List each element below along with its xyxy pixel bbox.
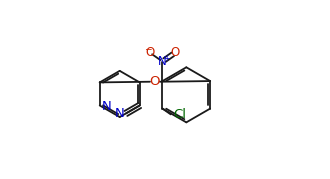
Text: O: O [150,75,160,88]
Text: O: O [170,46,180,59]
Text: O: O [146,46,155,59]
Text: N: N [102,100,112,113]
Text: Cl: Cl [173,108,186,121]
Text: +: + [163,54,169,63]
Text: N: N [115,107,124,120]
Text: −: − [144,44,152,54]
Text: N: N [158,55,167,68]
